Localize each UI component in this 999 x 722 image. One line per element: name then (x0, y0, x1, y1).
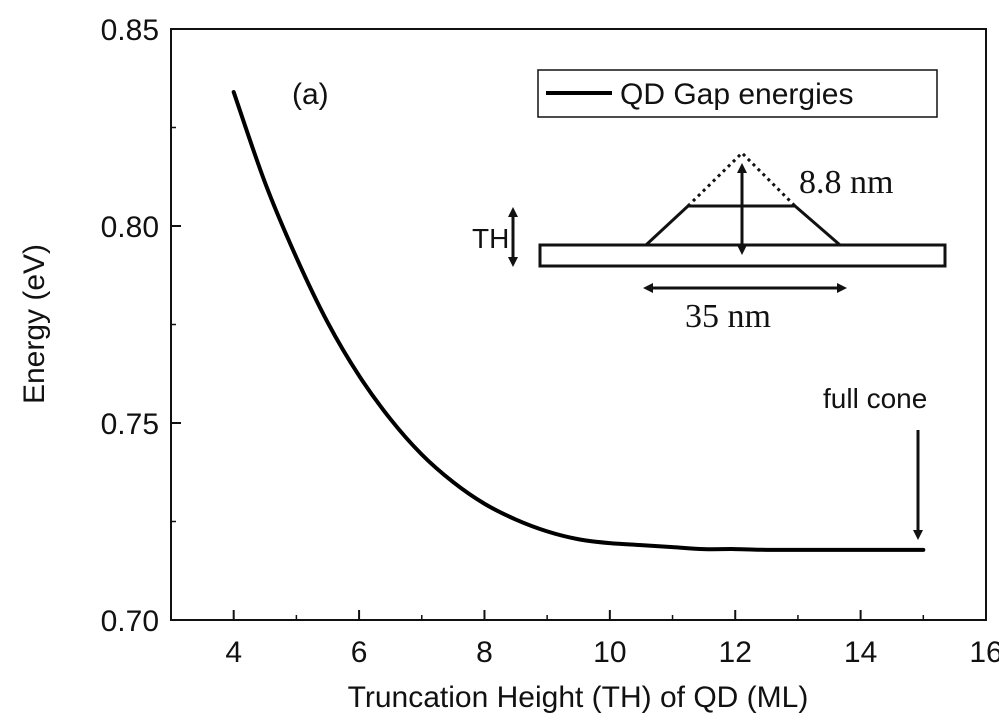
height-label: 8.8 nm (799, 164, 893, 201)
legend-label: QD Gap energies (620, 78, 853, 111)
y-tick-label: 0.85 (101, 14, 159, 47)
x-tick-label: 4 (225, 636, 242, 669)
x-tick-label: 8 (476, 636, 493, 669)
x-tick-label: 10 (593, 636, 626, 669)
y-axis-ticks: 0.70 0.75 0.80 0.85 (101, 14, 181, 638)
x-tick-label: 6 (351, 636, 368, 669)
x-tick-label: 16 (969, 636, 999, 669)
x-axis-ticks: 4 6 8 10 12 14 16 (170, 610, 999, 669)
panel-label: (a) (292, 78, 329, 111)
y-tick-label: 0.70 (101, 605, 159, 638)
qd-schematic-inset: 8.8 nm 35 nm TH (472, 150, 947, 335)
legend: QD Gap energies (537, 69, 938, 118)
x-tick-label: 12 (719, 636, 752, 669)
series-points (234, 92, 924, 550)
y-tick-label: 0.75 (101, 408, 159, 441)
y-axis-title: Energy (eV) (18, 244, 51, 404)
x-tick-label: 14 (844, 636, 877, 669)
th-label: TH (472, 223, 509, 254)
full-cone-label: full cone (823, 383, 927, 414)
width-label: 35 nm (685, 298, 771, 335)
x-axis-title: Truncation Height (TH) of QD (ML) (348, 681, 809, 714)
series-line-qd-gap-energies (231, 90, 926, 552)
y-tick-label: 0.80 (101, 211, 159, 244)
